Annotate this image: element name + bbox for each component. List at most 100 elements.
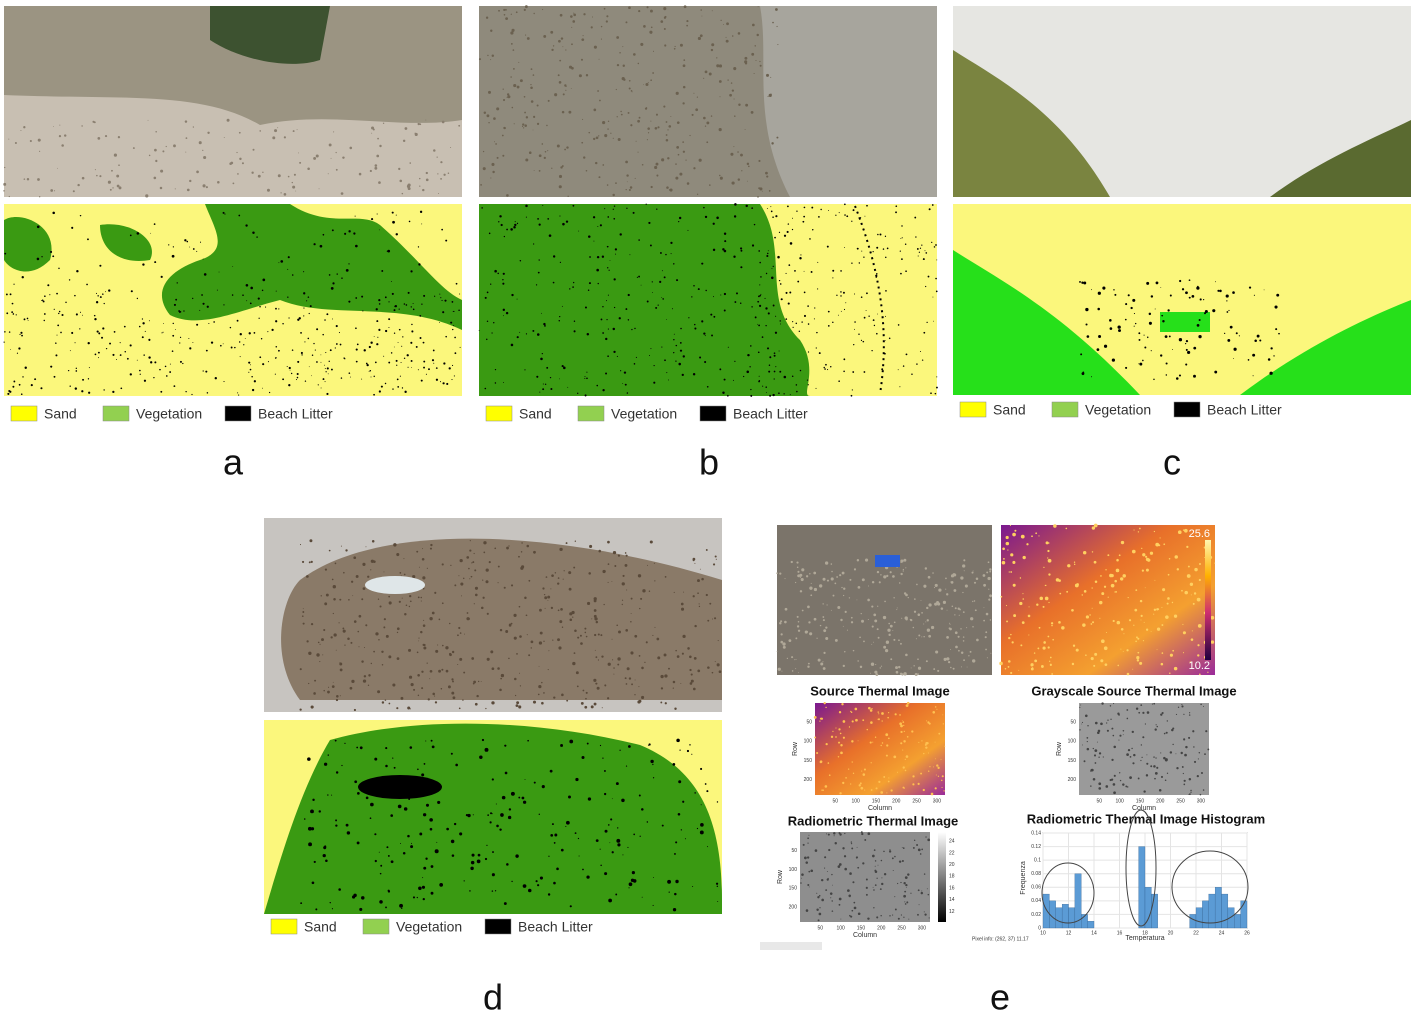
speck xyxy=(664,674,667,677)
speck xyxy=(137,298,138,299)
speck xyxy=(1152,704,1153,705)
speck xyxy=(666,134,668,136)
speck xyxy=(466,556,469,559)
speck xyxy=(396,365,397,366)
speck xyxy=(37,178,40,181)
speck xyxy=(867,729,868,730)
speck xyxy=(588,132,590,134)
speck xyxy=(155,160,157,162)
speck xyxy=(603,604,604,605)
speck xyxy=(512,107,514,109)
speck xyxy=(871,606,873,608)
speck xyxy=(914,840,915,841)
speck xyxy=(604,684,606,686)
speck xyxy=(632,871,635,874)
speck xyxy=(816,347,817,348)
speck xyxy=(824,856,826,858)
speck xyxy=(336,325,338,327)
speck xyxy=(784,621,787,624)
speck xyxy=(871,789,873,791)
speck xyxy=(687,647,690,650)
speck xyxy=(694,327,696,329)
y-tick-label: 0.14 xyxy=(1031,830,1041,836)
speck xyxy=(678,154,680,156)
speck xyxy=(541,682,542,683)
speck xyxy=(974,600,975,601)
speck xyxy=(1138,332,1140,334)
speck xyxy=(814,737,816,739)
speck xyxy=(756,34,758,36)
speck xyxy=(502,796,506,800)
speck xyxy=(628,319,629,320)
speck xyxy=(1067,564,1070,567)
speck xyxy=(612,798,613,799)
speck xyxy=(889,915,890,916)
speck xyxy=(206,350,208,352)
speck xyxy=(804,857,807,860)
speck xyxy=(409,676,412,679)
speck xyxy=(932,572,934,574)
speck xyxy=(1153,756,1154,757)
speck xyxy=(926,322,927,323)
speck xyxy=(163,323,164,324)
speck xyxy=(1003,558,1005,560)
speck xyxy=(341,277,343,279)
speck xyxy=(807,631,808,632)
speck xyxy=(675,650,677,652)
speck xyxy=(605,373,607,375)
speck xyxy=(916,363,917,364)
speck xyxy=(423,644,425,646)
speck xyxy=(155,131,157,133)
speck xyxy=(426,804,429,807)
speck xyxy=(1076,649,1079,652)
speck xyxy=(674,707,676,709)
speck xyxy=(664,359,666,361)
speck xyxy=(1186,340,1188,342)
speck xyxy=(769,190,771,192)
speck xyxy=(1123,730,1125,732)
speck xyxy=(392,388,393,389)
speck xyxy=(832,270,834,272)
speck xyxy=(689,135,690,136)
speck xyxy=(892,575,895,578)
speck xyxy=(701,578,704,581)
speck xyxy=(905,270,907,272)
speck xyxy=(567,387,568,388)
speck xyxy=(340,344,342,346)
speck xyxy=(924,913,926,915)
speck xyxy=(1181,705,1183,707)
speck xyxy=(774,371,776,373)
speck xyxy=(921,600,922,601)
speck xyxy=(268,361,269,362)
speck xyxy=(1157,726,1158,727)
speck xyxy=(154,149,157,152)
speck xyxy=(842,572,845,575)
speck xyxy=(640,598,642,600)
speck xyxy=(586,170,588,172)
speck xyxy=(577,637,579,639)
speck xyxy=(713,223,715,225)
speck xyxy=(962,592,963,593)
speck xyxy=(453,325,454,326)
speck xyxy=(591,618,592,619)
speck xyxy=(323,234,325,236)
speck xyxy=(1127,673,1130,676)
speck xyxy=(511,14,512,15)
column-tick: 50 xyxy=(818,925,824,931)
speck xyxy=(851,841,852,842)
speck xyxy=(1182,766,1184,768)
speck xyxy=(814,618,817,621)
speck xyxy=(902,787,904,789)
speck xyxy=(697,194,698,195)
speck xyxy=(1172,602,1173,603)
speck xyxy=(451,692,454,695)
speck xyxy=(321,388,322,389)
speck xyxy=(604,770,606,772)
speck xyxy=(905,567,906,568)
speck xyxy=(1092,526,1095,529)
speck xyxy=(15,142,17,144)
speck xyxy=(1253,375,1254,376)
speck xyxy=(906,353,908,355)
speck xyxy=(648,132,649,133)
speck xyxy=(970,651,972,653)
